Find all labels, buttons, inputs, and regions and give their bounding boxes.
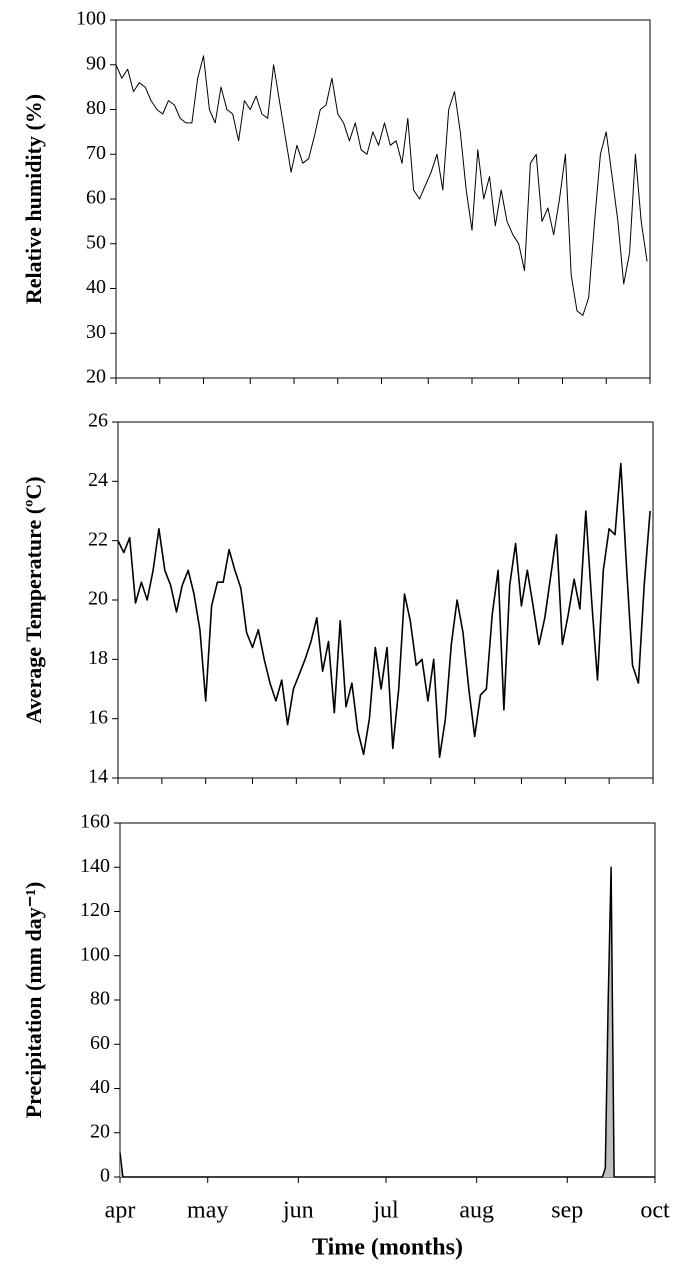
x-tick-label: apr — [105, 1198, 136, 1224]
y-axis-label: Relative humidity (%) — [21, 94, 46, 304]
y-tick-label: 26 — [88, 410, 108, 432]
y-axis-label: Precipitation (mm day⁻¹) — [21, 882, 46, 1119]
x-tick-label: oct — [640, 1198, 670, 1224]
y-tick-label: 70 — [86, 142, 106, 164]
y-tick-label: 40 — [86, 276, 106, 298]
y-tick-label: 30 — [86, 321, 106, 343]
x-tick-label: may — [187, 1198, 228, 1224]
plot-frame — [117, 421, 654, 779]
line — [115, 55, 648, 316]
y-tick-label: 90 — [86, 52, 106, 74]
y-tick-label: 22 — [88, 528, 108, 550]
y-tick-label: 80 — [86, 97, 106, 119]
area — [120, 867, 655, 1177]
plot-frame — [115, 19, 651, 379]
x-tick-label: sep — [551, 1198, 583, 1224]
y-tick-label: 40 — [90, 1076, 110, 1098]
y-tick-label: 100 — [80, 943, 110, 965]
x-tick-label: jun — [282, 1198, 314, 1224]
y-tick-label: 20 — [90, 1120, 110, 1142]
y-tick-label: 20 — [86, 366, 106, 388]
x-tick-label: aug — [459, 1198, 494, 1224]
y-tick-label: 16 — [88, 706, 108, 728]
line — [119, 866, 655, 1178]
y-tick-label: 50 — [86, 231, 106, 253]
y-tick-label: 60 — [90, 1032, 110, 1054]
y-tick-label: 120 — [80, 899, 110, 921]
x-axis-label: Time (months) — [312, 1235, 463, 1261]
y-tick-label: 0 — [100, 1165, 110, 1187]
y-tick-label: 24 — [88, 469, 108, 491]
line — [117, 462, 651, 758]
y-tick-label: 140 — [80, 855, 110, 877]
y-tick-label: 100 — [76, 8, 106, 30]
y-axis-label: Average Temperature (ºC) — [21, 476, 46, 723]
y-tick-label: 60 — [86, 187, 106, 209]
x-tick-label: jul — [372, 1198, 399, 1224]
y-tick-label: 160 — [80, 811, 110, 833]
plot-frame — [119, 822, 656, 1178]
y-tick-label: 14 — [88, 766, 108, 788]
y-tick-label: 20 — [88, 588, 108, 610]
y-tick-label: 18 — [88, 647, 108, 669]
y-tick-label: 80 — [90, 988, 110, 1010]
